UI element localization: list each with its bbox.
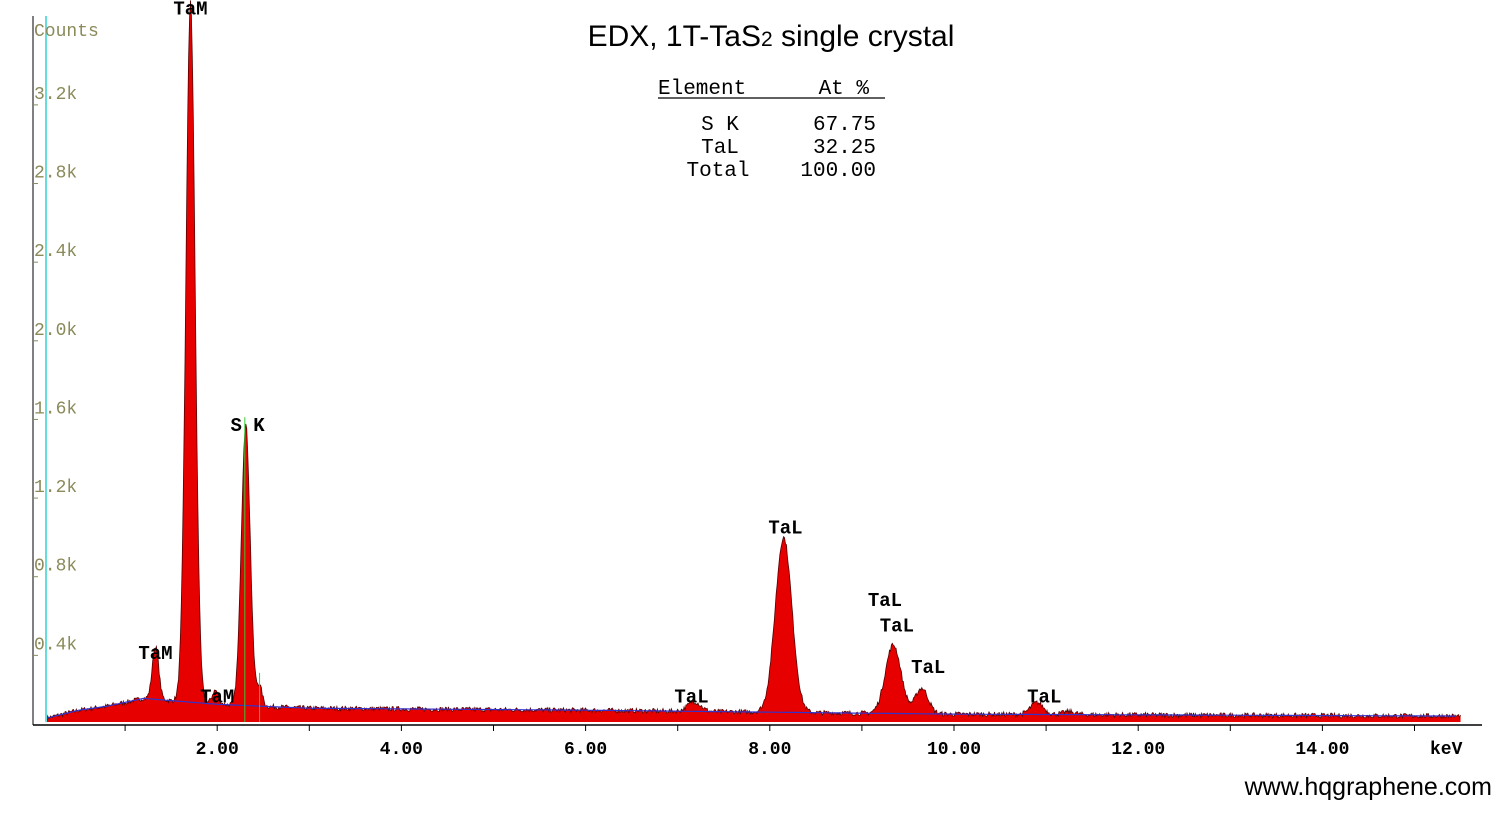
y-tick-label: 3.2k — [34, 85, 77, 105]
peak-label: TaL — [880, 616, 914, 638]
peak-label: TaM — [138, 643, 172, 665]
peak-label: TaM — [173, 0, 207, 20]
composition-table: Element At % S K 67.75 TaL 32.25 Total 1… — [658, 78, 885, 183]
y-tick-label: 0.4k — [34, 635, 77, 655]
y-axis-title: Counts — [34, 22, 99, 42]
x-tick-label: 14.00 — [1295, 740, 1349, 760]
y-tick-label: 1.2k — [34, 478, 77, 498]
y-tick-label: 2.8k — [34, 164, 77, 184]
peak-label: TaM — [200, 686, 234, 708]
peak-label: TaL — [768, 517, 802, 539]
table-row-element: Total — [686, 160, 749, 183]
peak-label: S K — [230, 415, 265, 437]
table-header-atpct: At % — [819, 78, 870, 101]
peak-label: TaL — [1027, 686, 1061, 708]
spectrum-layer — [46, 0, 1461, 722]
x-tick-label: 10.00 — [927, 740, 981, 760]
y-tick-label: 1.6k — [34, 399, 77, 419]
website-footer[interactable]: www.hqgraphene.com — [1244, 773, 1492, 801]
table-row-element: TaL — [701, 137, 739, 160]
x-ticks: 2.00 4.00 6.00 8.00 10.00 12.00 14.00 — [124, 725, 1415, 760]
table-row-value: 32.25 — [813, 137, 876, 160]
table-row-value: 100.00 — [800, 160, 876, 183]
x-tick-label: 4.00 — [380, 740, 423, 760]
peak-label: TaL — [911, 657, 945, 679]
x-unit-label: keV — [1430, 740, 1463, 760]
x-tick-label: 6.00 — [564, 740, 607, 760]
background-fit-line — [46, 697, 1456, 719]
peak-label: TaL — [674, 686, 708, 708]
x-tick-label: 12.00 — [1111, 740, 1165, 760]
spectrum-area — [46, 0, 1461, 722]
y-ticks: 0.4k 0.8k 1.2k 1.6k 2.0k 2.4k 2.8k 3.2k — [33, 85, 77, 656]
spectrum-outline — [46, 0, 1461, 721]
x-tick-label: 2.00 — [196, 740, 239, 760]
y-tick-label: 2.4k — [34, 242, 77, 262]
table-header-element: Element — [658, 78, 746, 101]
table-row-element: S K — [701, 114, 739, 137]
y-tick-label: 0.8k — [34, 557, 77, 577]
chart-title: EDX, 1T-TaS2 single crystal — [588, 20, 955, 53]
peak-label: TaL — [868, 590, 902, 612]
x-tick-label: 8.00 — [748, 740, 791, 760]
table-row-value: 67.75 — [813, 114, 876, 137]
y-tick-label: 2.0k — [34, 321, 77, 341]
